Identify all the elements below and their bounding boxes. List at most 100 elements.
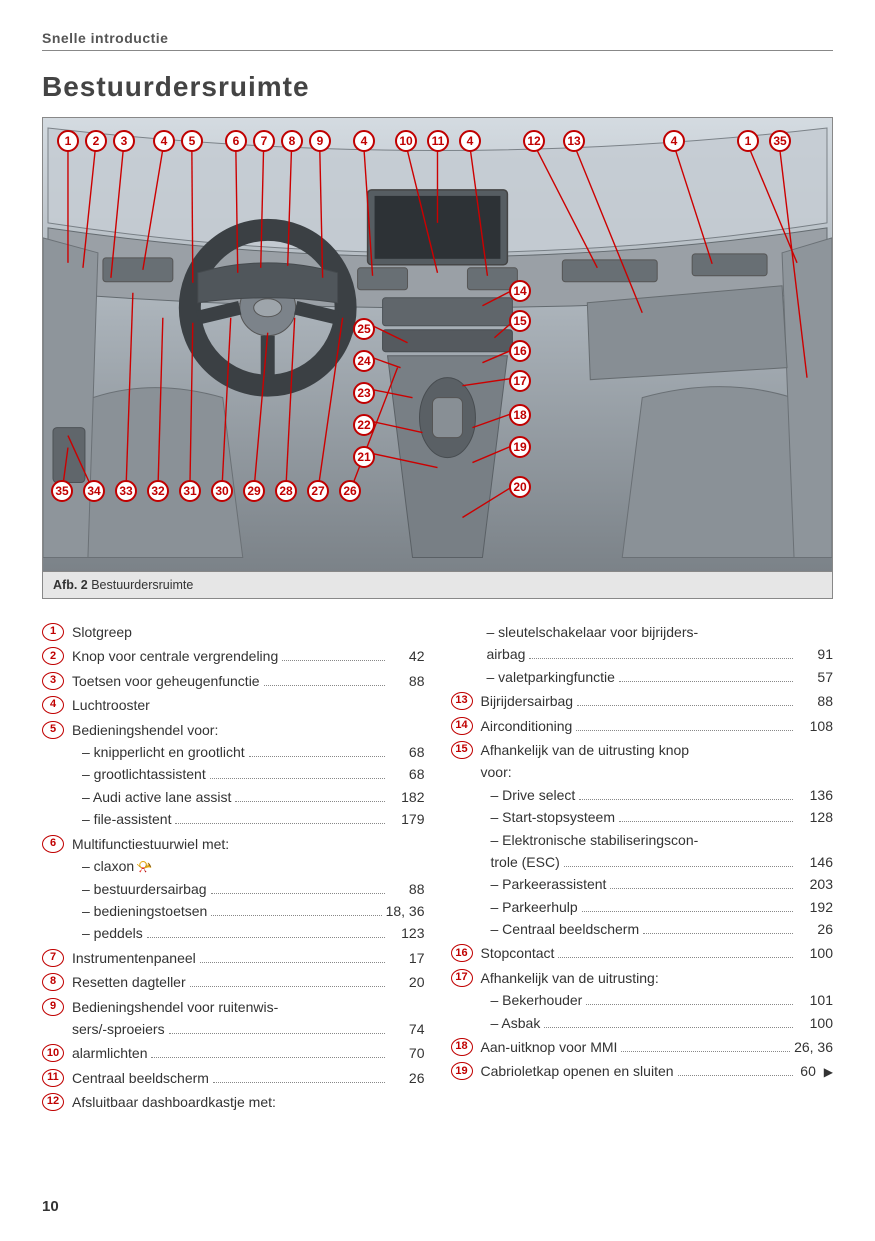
callout-4: 4 <box>353 130 375 152</box>
divider-top <box>42 50 833 51</box>
index-entry: 18 Aan-uitknop voor MMI 26, 36 <box>451 1036 834 1058</box>
sub-entry-label: – claxon <box>82 855 134 877</box>
callout-18: 18 <box>509 404 531 426</box>
sub-entry-label: – Centraal beeldscherm <box>491 918 640 940</box>
callout-7: 7 <box>253 130 275 152</box>
entry-page: 108 <box>797 715 833 737</box>
sub-entry-label: – bedieningstoetsen <box>82 900 207 922</box>
sub-entry-page: 88 <box>389 878 425 900</box>
callout-32: 32 <box>147 480 169 502</box>
breadcrumb: Snelle introductie <box>42 30 833 46</box>
callout-23: 23 <box>353 382 375 404</box>
index-column-right: – sleutelschakelaar voor bijrijders- air… <box>451 621 834 1116</box>
entry-label: Resetten dagteller <box>72 971 186 993</box>
sub-entry-label: – Parkeerassistent <box>491 873 607 895</box>
entry-label: Multifunctiestuurwiel met: <box>72 833 229 855</box>
sub-entry-page: 192 <box>797 896 833 918</box>
entry-page: 88 <box>797 690 833 712</box>
entry-number: 6 <box>42 835 64 853</box>
sub-entry-label: – file-assistent <box>82 808 171 830</box>
sub-entry-page: 91 <box>797 643 833 665</box>
sub-entry-label: – valetparkingfunctie <box>487 666 615 688</box>
page-number: 10 <box>42 1198 59 1215</box>
entry-number: 18 <box>451 1038 473 1056</box>
callout-2: 2 <box>85 130 107 152</box>
sub-entry-label: – Start-stopsysteem <box>491 806 616 828</box>
callout-26: 26 <box>339 480 361 502</box>
entry-label: Aan-uitknop voor MMI <box>481 1036 618 1058</box>
page-title: Bestuurdersruimte <box>42 71 833 103</box>
entry-page: 100 <box>797 942 833 964</box>
sub-entry-page: 136 <box>797 784 833 806</box>
index-entry: 12Afsluitbaar dashboardkastje met: <box>42 1091 425 1113</box>
sub-entry-page: 179 <box>389 808 425 830</box>
callout-10: 10 <box>395 130 417 152</box>
entry-page: 60 ▶ <box>797 1060 833 1082</box>
entry-page: 26, 36 <box>794 1036 833 1058</box>
entry-label: Bedieningshendel voor ruitenwis- <box>72 996 278 1018</box>
entry-number: 7 <box>42 949 64 967</box>
entry-label: sers/-sproeiers <box>72 1018 165 1040</box>
index-entry: 8Resetten dagteller20 <box>42 971 425 993</box>
sub-entry-label: – bestuurdersairbag <box>82 878 207 900</box>
callout-6: 6 <box>225 130 247 152</box>
entry-number: 14 <box>451 717 473 735</box>
entry-label: voor: <box>481 761 512 783</box>
index-entry: 2Knop voor centrale vergrendeling42 <box>42 645 425 667</box>
index-entry: 5Bedieningshendel voor:– knipperlicht en… <box>42 719 425 831</box>
figure-caption-prefix: Afb. 2 <box>53 578 88 592</box>
entry-label: Cabrioletkap openen en sluiten <box>481 1060 674 1082</box>
horn-icon: 📯 <box>136 857 152 878</box>
entry-page: 42 <box>389 645 425 667</box>
sub-entry-page: 128 <box>797 806 833 828</box>
index-entry: 19 Cabrioletkap openen en sluiten 60 ▶ <box>451 1060 834 1082</box>
index-columns: 1Slotgreep2Knop voor centrale vergrendel… <box>42 621 833 1116</box>
callout-35: 35 <box>769 130 791 152</box>
entry-number: 12 <box>42 1093 64 1111</box>
callout-22: 22 <box>353 414 375 436</box>
entry-number: 4 <box>42 696 64 714</box>
entry-label: Afhankelijk van de uitrusting: <box>481 967 659 989</box>
entry-label: Stopcontact <box>481 942 555 964</box>
sub-entry-page: 57 <box>797 666 833 688</box>
callout-8: 8 <box>281 130 303 152</box>
entry-label: Luchtrooster <box>72 694 150 716</box>
index-entry: – sleutelschakelaar voor bijrijders- air… <box>451 621 834 688</box>
callout-20: 20 <box>509 476 531 498</box>
sub-entry-label: – Parkeerhulp <box>491 896 578 918</box>
sub-entry-label: – Bekerhouder <box>491 989 583 1011</box>
callout-25: 25 <box>353 318 375 340</box>
index-entry: 3Toetsen voor geheugenfunctie88 <box>42 670 425 692</box>
sub-entry-label: – Asbak <box>491 1012 541 1034</box>
entry-label: alarmlichten <box>72 1042 147 1064</box>
callout-27: 27 <box>307 480 329 502</box>
entry-number: 16 <box>451 944 473 962</box>
entry-number: 19 <box>451 1062 473 1080</box>
sub-entry-page: 203 <box>797 873 833 895</box>
entry-label: Airconditioning <box>481 715 573 737</box>
index-entry: 11Centraal beeldscherm26 <box>42 1067 425 1089</box>
callout-35: 35 <box>51 480 73 502</box>
callout-15: 15 <box>509 310 531 332</box>
entry-label: Toetsen voor geheugenfunctie <box>72 670 260 692</box>
index-entry: 10alarmlichten70 <box>42 1042 425 1064</box>
index-entry: 16 Stopcontact 100 <box>451 942 834 964</box>
index-entry: 1Slotgreep <box>42 621 425 643</box>
callout-1: 1 <box>737 130 759 152</box>
entry-number: 1 <box>42 623 64 641</box>
sub-entry-label: – Audi active lane assist <box>82 786 231 808</box>
callout-21: 21 <box>353 446 375 468</box>
figure-caption-text: Bestuurdersruimte <box>91 578 193 592</box>
index-entry: 13Bijrijdersairbag88 <box>451 690 834 712</box>
cockpit-illustration <box>43 118 832 572</box>
entry-page: 20 <box>389 971 425 993</box>
callout-31: 31 <box>179 480 201 502</box>
index-entry: 7Instrumentenpaneel17 <box>42 947 425 969</box>
entry-page: 88 <box>389 670 425 692</box>
figure-cockpit: RAZ-0893 <box>42 117 833 572</box>
callout-11: 11 <box>427 130 449 152</box>
callout-24: 24 <box>353 350 375 372</box>
callout-3: 3 <box>113 130 135 152</box>
entry-page: 74 <box>389 1018 425 1040</box>
callout-34: 34 <box>83 480 105 502</box>
